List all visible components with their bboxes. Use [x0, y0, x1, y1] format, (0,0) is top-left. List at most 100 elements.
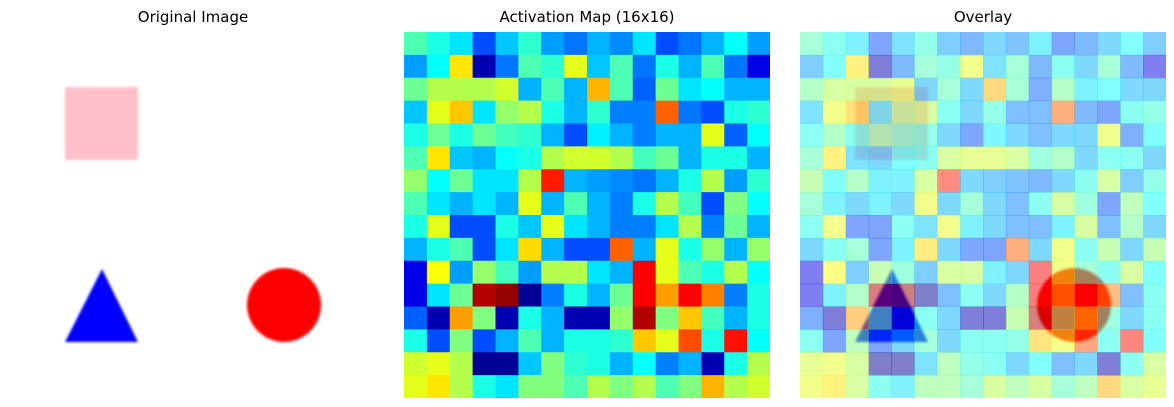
overlay-heat-cell [868, 123, 893, 147]
overlay-heat-cell [1051, 192, 1076, 216]
overlay-heat-cell [822, 54, 847, 79]
heatmap-cell [632, 237, 657, 262]
overlay-heat-cell [914, 283, 938, 308]
overlay-heat-cell [822, 146, 847, 170]
heatmap-cell [564, 260, 588, 285]
heatmap-cell [678, 77, 702, 102]
heatmap-cell [701, 329, 725, 353]
heatmap-cell [609, 306, 634, 330]
overlay-heat-cell [1120, 32, 1144, 56]
heatmap-cell [747, 283, 770, 308]
heatmap-cell [655, 260, 680, 285]
heatmap-cell [701, 375, 725, 398]
overlay-heat-cell [1074, 375, 1098, 398]
heatmap-cell [518, 306, 542, 330]
heatmap-cell [449, 192, 474, 216]
heatmap-cell [655, 283, 680, 308]
overlay-heat-cell [1074, 237, 1098, 262]
overlay-heat-cell [1120, 260, 1144, 285]
overlay-heat-cell [1097, 215, 1121, 239]
overlay-heat-cell [822, 375, 847, 398]
overlay-heat-cell [1074, 100, 1098, 125]
heatmap-cell [724, 237, 748, 262]
overlay-heat-cell [891, 375, 915, 398]
heatmap-cell [404, 77, 428, 102]
heatmap-cell [587, 375, 611, 398]
overlay-heat-cell [1028, 283, 1053, 308]
heatmap-cell [632, 192, 657, 216]
heatmap-cell [747, 169, 770, 193]
overlay-heat-cell [1005, 77, 1030, 102]
overlay-heat-cell [845, 123, 870, 147]
heatmap-cell [472, 123, 497, 147]
heatmap-cell [587, 260, 611, 285]
heatmap-cell [564, 169, 588, 193]
overlay-heat-cell [1051, 306, 1076, 330]
heatmap-cell [495, 77, 519, 102]
overlay-heat-cell [983, 192, 1007, 216]
overlay-heat-cell [1074, 169, 1098, 193]
heatmap-cell [518, 123, 542, 147]
overlay-heat-cell [1097, 169, 1121, 193]
heatmap-cell [404, 306, 428, 330]
overlay-heat-cell [822, 283, 847, 308]
overlay-heat-cell [1143, 237, 1166, 262]
overlay-heat-cell [1051, 123, 1076, 147]
overlay-heat-cell [1074, 54, 1098, 79]
heatmap-cell [449, 375, 474, 398]
heatmap-cell [495, 352, 519, 376]
overlay-heat-cell [1120, 192, 1144, 216]
overlay-heat-cell [891, 352, 915, 376]
overlay-heat-cell [914, 77, 938, 102]
heatmap-cell [609, 100, 634, 125]
overlay-heat-cell [983, 123, 1007, 147]
overlay-heat-cell [1005, 352, 1030, 376]
overlay-heat-cell [800, 260, 824, 285]
heatmap-cell [632, 260, 657, 285]
overlay-panel: Overlay [800, 0, 1166, 407]
overlay-heat-cell [822, 32, 847, 56]
overlay-heat-cell [1120, 329, 1144, 353]
overlay-heat-cell [983, 215, 1007, 239]
overlay-heat-cell [937, 215, 961, 239]
heatmap-cell [495, 192, 519, 216]
heatmap-cell [426, 215, 451, 239]
heatmap-cell [587, 352, 611, 376]
overlay-heat-cell [937, 352, 961, 376]
overlay-heat-cell [845, 100, 870, 125]
heatmap-cell [518, 77, 542, 102]
overlay-heat-cell [1028, 237, 1053, 262]
heatmap-cell [701, 54, 725, 79]
heatmap-cell [678, 375, 702, 398]
heatmap-cell [747, 54, 770, 79]
heatmap-cell [724, 77, 748, 102]
overlay-title: Overlay [953, 8, 1013, 26]
overlay-heat-cell [914, 306, 938, 330]
heatmap-cell [472, 32, 497, 56]
overlay-heat-cell [960, 77, 984, 102]
heatmap-cell [449, 306, 474, 330]
heatmap-cell [587, 283, 611, 308]
overlay-heat-cell [891, 169, 915, 193]
overlay-heat-cell [800, 146, 824, 170]
overlay-heat-cell [845, 283, 870, 308]
overlay-heat-cell [1005, 32, 1030, 56]
heatmap-cell [518, 352, 542, 376]
overlay-heat-cell [1005, 375, 1030, 398]
heatmap-cell [495, 237, 519, 262]
heatmap-cell [678, 32, 702, 56]
heatmap-cell [404, 375, 428, 398]
heatmap-cell [426, 123, 451, 147]
overlay-heat-cell [937, 77, 961, 102]
heatmap-cell [426, 375, 451, 398]
overlay-heat-cell [1051, 352, 1076, 376]
heatmap-cell [655, 192, 680, 216]
heatmap-cell [541, 100, 565, 125]
overlay-heat-cell [845, 352, 870, 376]
heatmap-cell [426, 192, 451, 216]
heatmap-cell [449, 123, 474, 147]
overlay-heat-cell [1074, 352, 1098, 376]
overlay-heat-cell [1028, 306, 1053, 330]
overlay-heat-cell [1097, 146, 1121, 170]
heatmap-cell [701, 146, 725, 170]
